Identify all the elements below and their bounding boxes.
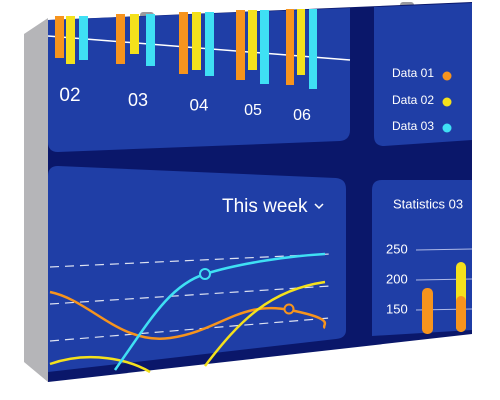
panel-title: Statistics 03 xyxy=(393,196,463,211)
bar xyxy=(130,14,139,54)
x-label: 06 xyxy=(293,107,311,124)
line-point xyxy=(199,268,211,280)
legend-label: Data 03 xyxy=(392,119,434,133)
bar xyxy=(260,10,269,84)
grid-line xyxy=(49,317,331,342)
x-label: 03 xyxy=(128,90,148,110)
tile-stats xyxy=(372,180,472,336)
legend-dot xyxy=(442,71,452,81)
tile-week xyxy=(48,166,346,372)
bar xyxy=(236,10,245,80)
bar xyxy=(205,12,214,76)
x-label: 02 xyxy=(59,85,80,106)
legend-label: Data 02 xyxy=(392,93,434,107)
x-label: 05 xyxy=(244,102,262,119)
top-bars xyxy=(47,9,351,89)
bar xyxy=(55,16,64,58)
line-orange xyxy=(49,290,327,340)
panel-title: This week xyxy=(222,196,308,217)
y-tick-label: 150 xyxy=(386,301,408,316)
stats-bar xyxy=(456,296,466,332)
grid-line xyxy=(49,285,331,305)
legend-label: Data 01 xyxy=(392,66,434,80)
bar xyxy=(66,16,75,64)
bar xyxy=(297,9,305,75)
bar xyxy=(146,14,155,66)
dropdown-chevron[interactable] xyxy=(314,203,324,210)
grid-line xyxy=(415,248,473,251)
y-tick-label: 250 xyxy=(386,241,408,256)
line-point xyxy=(283,303,295,315)
stats-bar xyxy=(422,288,433,334)
x-label: 04 xyxy=(190,95,209,114)
legend-dot xyxy=(442,123,452,133)
bar xyxy=(309,9,317,89)
legend-dot xyxy=(442,97,452,107)
panel-frame xyxy=(24,18,48,382)
bar xyxy=(286,9,294,85)
grid-line xyxy=(49,253,331,268)
bar xyxy=(79,16,88,60)
bar xyxy=(179,12,188,74)
bar xyxy=(116,14,125,64)
grid-lines xyxy=(49,253,331,342)
line-yellow xyxy=(204,280,326,367)
bar xyxy=(248,10,257,70)
bar xyxy=(192,12,201,70)
line-yellow xyxy=(49,355,151,374)
y-tick-label: 200 xyxy=(386,271,408,286)
tile-top-right xyxy=(374,3,472,146)
